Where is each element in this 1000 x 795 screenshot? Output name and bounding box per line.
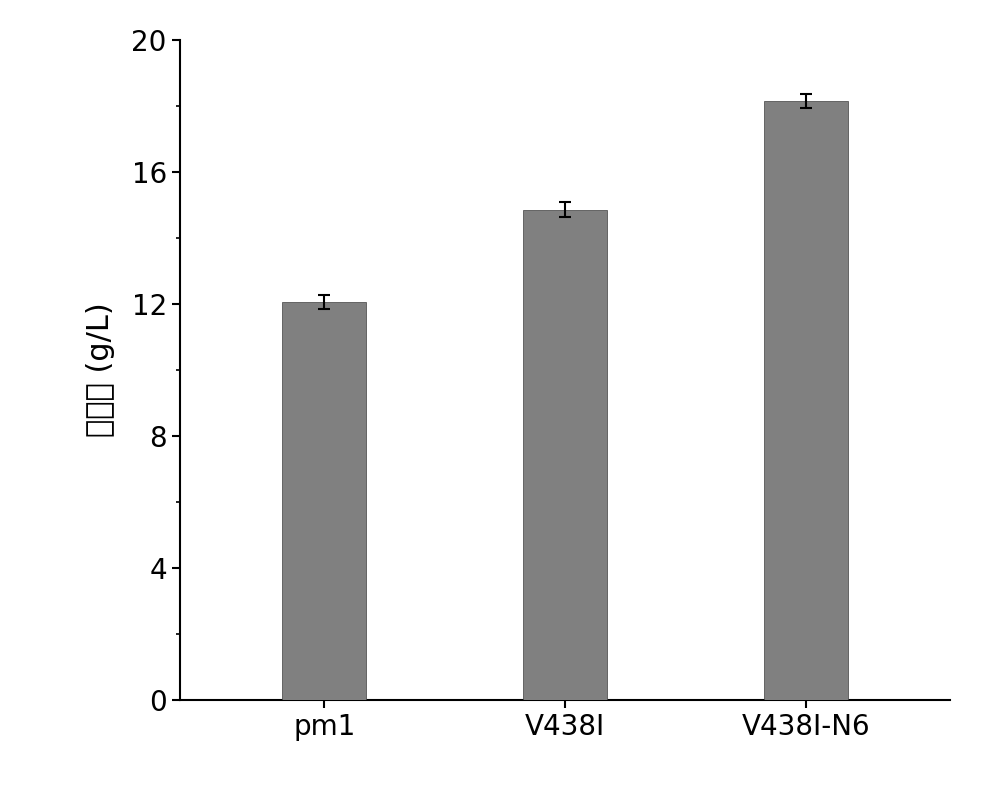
Bar	[523, 210, 607, 700]
Y-axis label: 丙酮酸 (g/L): 丙酮酸 (g/L)	[86, 302, 115, 437]
Bar	[282, 302, 366, 700]
Bar	[764, 101, 848, 700]
